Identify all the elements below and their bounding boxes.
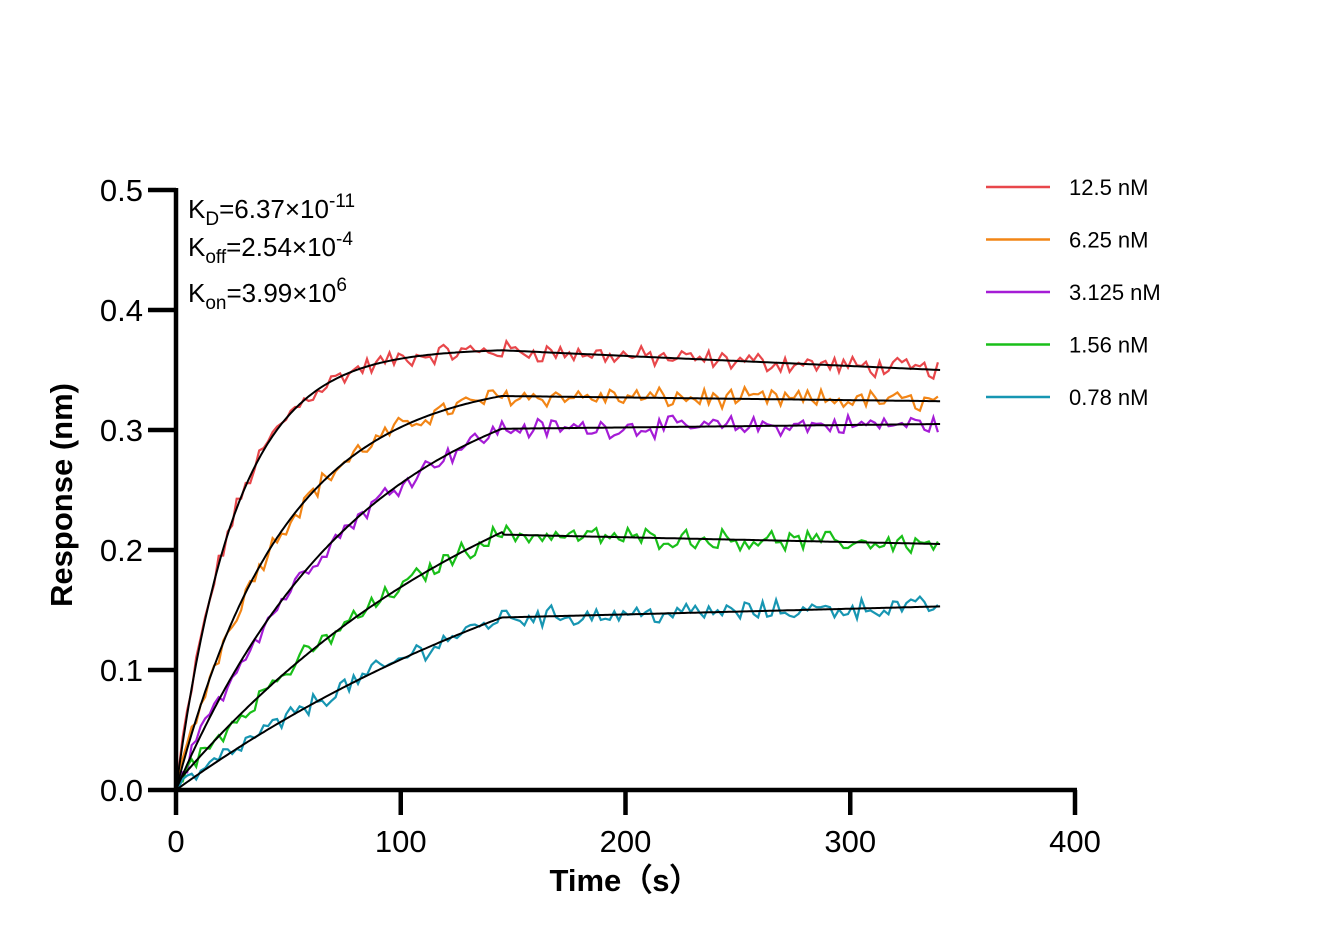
y-tick-label: 0.1 (100, 653, 143, 688)
kd-label: KD=6.37×10-11 (188, 191, 355, 230)
kinetics-annotation: KD=6.37×10-11 Koff=2.54×10-4 Kon=3.99×10… (188, 191, 355, 314)
axes: 0.0 0.1 0.2 0.3 0.4 0.5 0 100 200 300 400 (100, 173, 1101, 859)
y-axis-title: Response (nm) (44, 383, 79, 607)
fit-line-1 (175, 349, 941, 791)
legend: 12.5 nM 6.25 nM 3.125 nM 1.56 nM 0.78 nM (986, 175, 1161, 410)
kon-label: Kon=3.99×106 (188, 275, 347, 314)
y-tick-label: 0.2 (100, 533, 143, 568)
x-tick-label: 100 (375, 824, 427, 859)
legend-label-3: 3.125 nM (1069, 280, 1161, 305)
legend-label-5: 0.78 nM (1069, 385, 1149, 410)
legend-label-2: 6.25 nM (1069, 228, 1149, 253)
x-tick-label: 300 (824, 824, 876, 859)
series-line-4 (178, 523, 939, 783)
series-line-5 (177, 594, 939, 789)
y-tick-label: 0.4 (100, 293, 143, 328)
legend-label-1: 12.5 nM (1069, 175, 1149, 200)
x-tick-label: 400 (1049, 824, 1101, 859)
series-line-3 (177, 412, 939, 786)
fit-line-3 (175, 423, 941, 791)
plot-area (175, 338, 941, 791)
y-tick-label: 0.0 (100, 773, 143, 808)
koff-label: Koff=2.54×10-4 (188, 229, 353, 268)
x-tick-label: 0 (167, 824, 184, 859)
x-axis-title: Time（s） (549, 863, 700, 898)
fit-line-5 (175, 605, 941, 791)
fit-line-2 (175, 395, 941, 791)
fit-line-4 (175, 530, 941, 785)
legend-label-4: 1.56 nM (1069, 333, 1149, 358)
y-tick-label: 0.3 (100, 413, 143, 448)
series-line-2 (177, 384, 939, 782)
x-tick-label: 200 (600, 824, 652, 859)
y-tick-label: 0.5 (100, 173, 143, 208)
